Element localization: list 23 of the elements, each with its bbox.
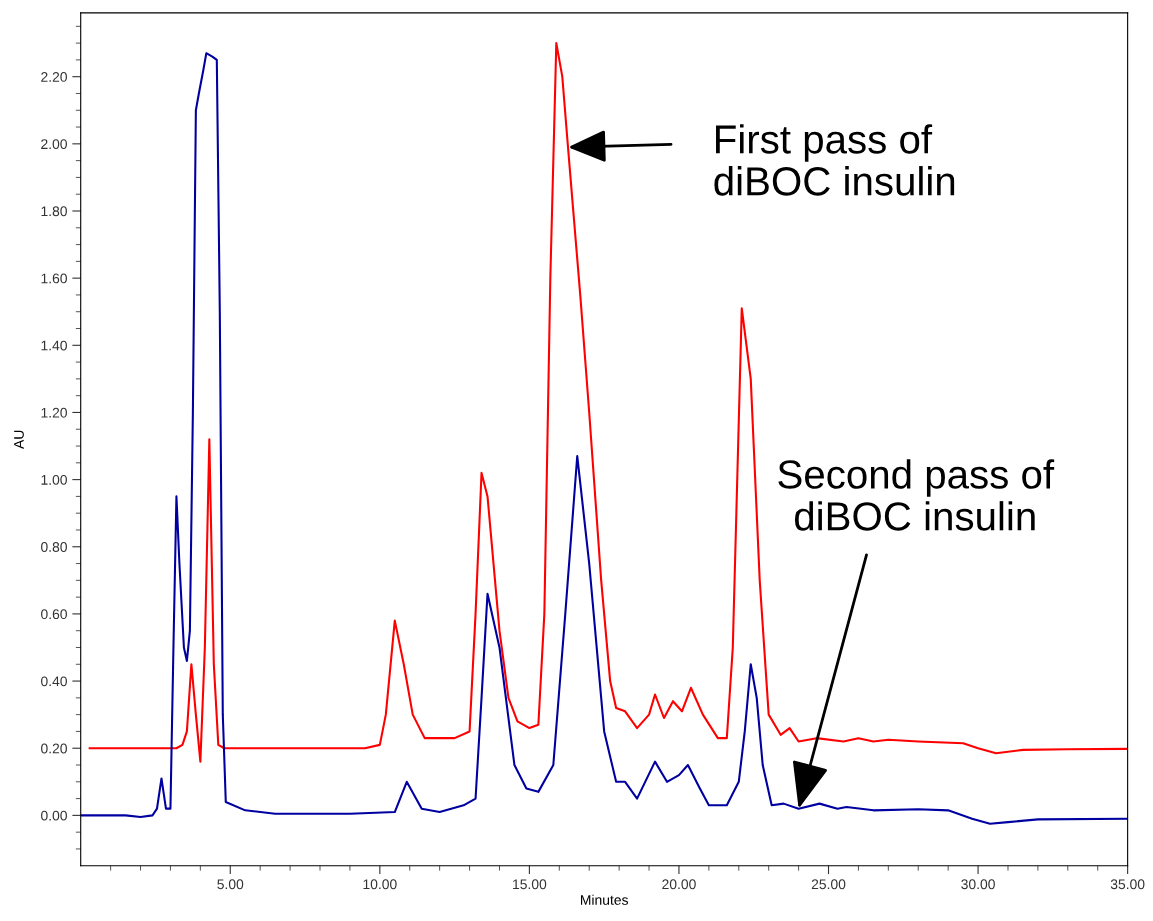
y-tick-label: 0.40: [41, 676, 67, 687]
annotation: Second pass of diBOC insulin: [778, 459, 1055, 531]
x-tick-label: 25.00: [811, 879, 846, 890]
x-tick-label: 15.00: [513, 879, 547, 890]
x-axis-title: Minutes: [581, 894, 628, 905]
y-tick-label: 1.20: [41, 407, 67, 418]
y-tick-label: 0.20: [41, 743, 67, 754]
x-tick-label: 20.00: [662, 879, 696, 890]
annotation: First pass of diBOC insulin: [714, 124, 955, 196]
x-tick-label: 30.00: [961, 879, 995, 890]
y-tick-label: 2.00: [41, 139, 67, 150]
y-tick-label: 1.40: [41, 340, 67, 351]
y-tick-label: 0.80: [41, 542, 67, 552]
y-axis-title: AU: [14, 430, 24, 449]
y-tick-label: 0.00: [41, 810, 67, 821]
y-tick-label: 1.60: [41, 273, 67, 284]
x-tick-label: 5.00: [217, 879, 244, 890]
y-tick-label: 1.00: [41, 474, 67, 485]
y-tick-label: 2.20: [41, 72, 67, 82]
x-tick-label: 10.00: [363, 879, 397, 890]
x-tick-label: 35.00: [1110, 879, 1145, 890]
y-tick-label: 1.80: [41, 206, 67, 217]
y-tick-label: 0.60: [41, 609, 67, 620]
